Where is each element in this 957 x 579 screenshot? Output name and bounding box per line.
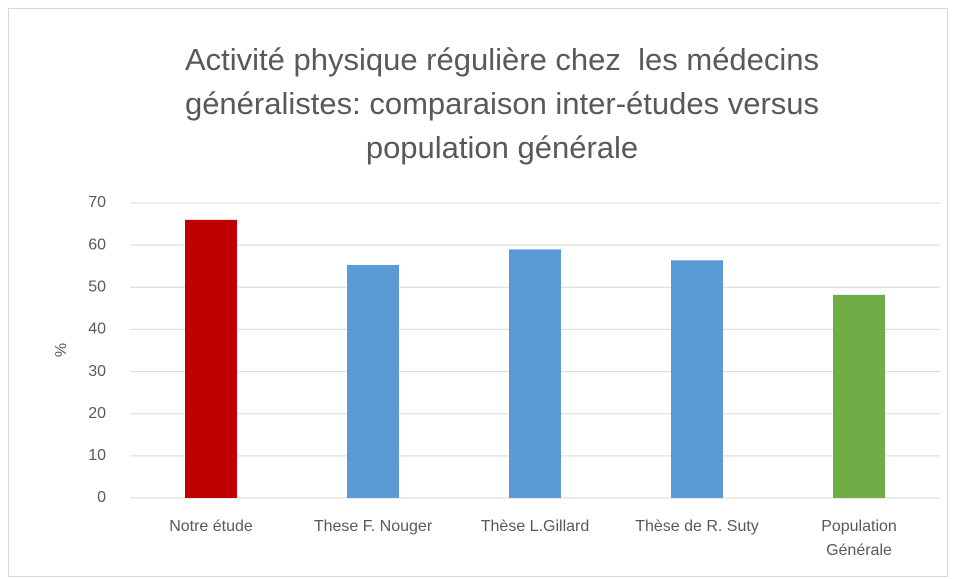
- y-tick-label: 10: [88, 447, 106, 464]
- x-tick-label: These F. Nouger: [313, 518, 433, 535]
- bar: [509, 249, 561, 498]
- y-tick-label: 40: [88, 321, 106, 338]
- x-tick-label: Notre étude: [169, 518, 253, 535]
- y-tick-label: 20: [88, 405, 106, 422]
- y-tick-label: 60: [88, 236, 106, 253]
- y-tick-label: 30: [88, 363, 106, 380]
- x-tick-label: Thèse L.Gillard: [480, 518, 590, 535]
- y-tick-label: 70: [88, 194, 106, 211]
- y-axis-label: %: [53, 343, 70, 357]
- y-tick-label: 0: [97, 489, 106, 506]
- x-tick-label: Population Générale: [821, 518, 897, 559]
- bar: [185, 219, 237, 498]
- bar: [833, 294, 885, 498]
- y-tick-label: 50: [88, 279, 106, 296]
- bar: [671, 260, 723, 498]
- chart-frame: [8, 8, 948, 577]
- x-tick-label: Thèse de R. Suty: [635, 518, 759, 535]
- chart-title: Activité physique régulière chez les méd…: [184, 42, 828, 165]
- bar: [347, 264, 399, 498]
